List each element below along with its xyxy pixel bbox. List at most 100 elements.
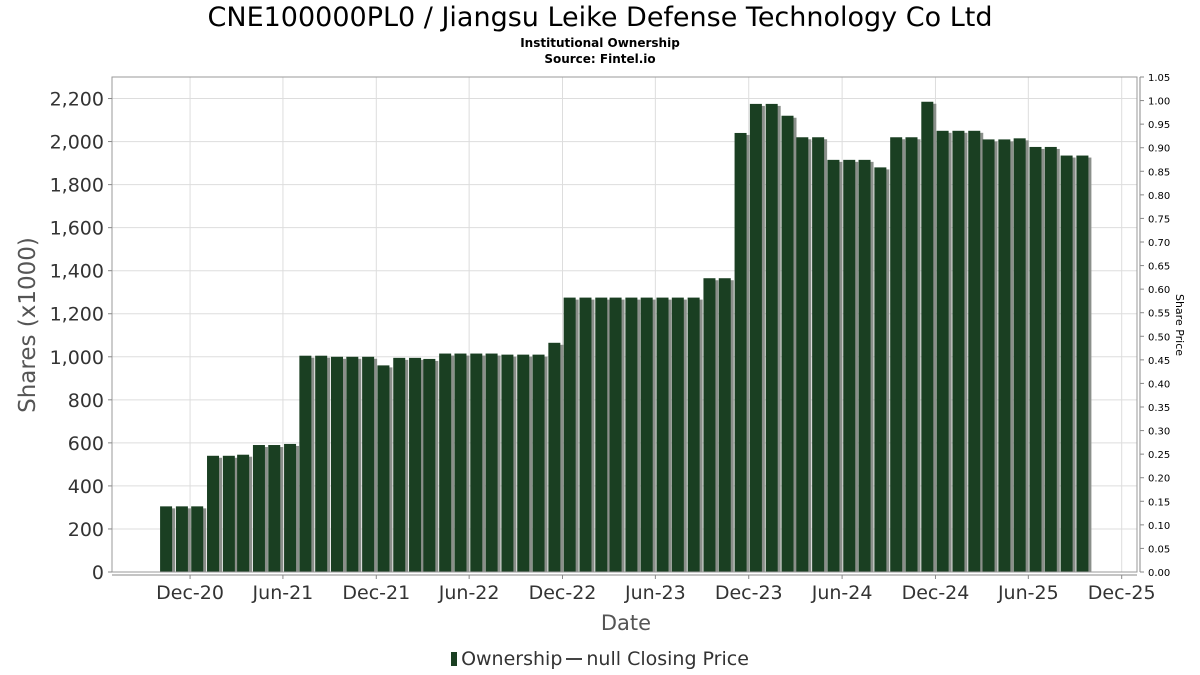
bar xyxy=(175,506,188,572)
y-tick-label: 800 xyxy=(68,390,104,412)
y2-tick-label: 0.15 xyxy=(1148,497,1170,508)
y2-tick-label: 0.75 xyxy=(1148,214,1170,225)
bar xyxy=(890,137,903,572)
bar xyxy=(222,455,235,572)
bar xyxy=(656,297,669,572)
x-tick-label: Jun-23 xyxy=(624,582,686,604)
bar xyxy=(640,297,653,572)
axes: 0 200 400 600 800 1,000 1,200 1,400 1,600 1,800 2,… xyxy=(50,73,1171,604)
legend-closing-price: null Closing Price xyxy=(586,648,749,670)
x-tick-label: Jun-21 xyxy=(252,582,314,604)
bar xyxy=(331,356,343,572)
y2-tick-label: 0.90 xyxy=(1148,144,1170,155)
bar xyxy=(454,353,467,572)
bar xyxy=(191,506,204,572)
bar xyxy=(377,365,390,572)
y-tick-label: 1,400 xyxy=(50,261,104,283)
bar xyxy=(749,103,762,573)
y2-tick-label: 1.05 xyxy=(1148,73,1170,84)
bar xyxy=(485,353,498,572)
legend-ownership: Ownership xyxy=(461,648,563,670)
ownership-legend-swatch xyxy=(451,652,458,666)
x-tick-label: Jun-22 xyxy=(438,582,500,604)
bar xyxy=(968,130,981,572)
y2-tick-label: 0.45 xyxy=(1148,356,1170,367)
x-tick-label: Dec-25 xyxy=(1088,582,1156,604)
bar xyxy=(237,454,250,572)
bar xyxy=(409,357,422,572)
y2-tick-label: 0.05 xyxy=(1148,544,1170,555)
y-tick-label: 0 xyxy=(92,562,104,584)
bar xyxy=(1076,155,1089,572)
x-tick-label: Dec-21 xyxy=(342,582,410,604)
y2-tick-label: 0.30 xyxy=(1148,427,1170,438)
bar xyxy=(796,137,809,572)
bar xyxy=(952,130,965,572)
bar xyxy=(299,355,312,572)
bar xyxy=(423,358,436,572)
y2-axis-label: Share Price xyxy=(1173,294,1186,356)
bar xyxy=(609,297,622,572)
x-tick-label: Jun-24 xyxy=(811,582,873,604)
y2-tick-label: 1.00 xyxy=(1148,97,1170,108)
bar xyxy=(921,101,934,572)
x-axis-label: Date xyxy=(601,611,651,635)
bar xyxy=(517,354,530,572)
bar xyxy=(160,506,173,572)
x-tick-label: Dec-24 xyxy=(902,582,970,604)
bar xyxy=(936,130,949,572)
bar xyxy=(998,139,1011,573)
bar xyxy=(579,297,592,572)
bar xyxy=(703,278,716,572)
y2-tick-label: 0.25 xyxy=(1148,450,1170,461)
y2-tick-label: 0.10 xyxy=(1148,521,1170,532)
bars xyxy=(160,101,1092,573)
bar xyxy=(595,297,608,572)
y-tick-label: 200 xyxy=(68,519,104,541)
bar xyxy=(625,297,638,572)
y2-tick-label: 0.40 xyxy=(1148,379,1170,390)
bar xyxy=(982,139,995,573)
bar xyxy=(315,355,328,572)
bar xyxy=(671,297,684,572)
y-axis-label: Shares (x1000) xyxy=(15,237,41,413)
bar xyxy=(827,159,840,572)
y2-tick-label: 0.35 xyxy=(1148,403,1170,414)
y-tick-label: 2,000 xyxy=(50,132,104,154)
bar xyxy=(501,354,514,572)
bar xyxy=(346,356,359,572)
bar xyxy=(1029,146,1042,572)
bar xyxy=(812,137,825,572)
legend: Ownership null Closing Price xyxy=(0,648,1200,670)
bar xyxy=(268,445,281,572)
bar xyxy=(284,443,297,572)
bar xyxy=(1044,146,1057,572)
bar xyxy=(393,357,406,572)
x-tick-label: Dec-22 xyxy=(529,582,597,604)
y-tick-label: 400 xyxy=(68,476,104,498)
y2-tick-label: 0.85 xyxy=(1148,167,1170,178)
y2-tick-label: 0.00 xyxy=(1148,568,1170,579)
x-tick-label: Jun-25 xyxy=(997,582,1059,604)
chart-subtitle: Institutional Ownership xyxy=(520,36,680,50)
x-tick-label: Dec-23 xyxy=(715,582,783,604)
bar xyxy=(532,354,545,572)
bar xyxy=(548,342,561,572)
bar xyxy=(718,278,731,572)
chart-title: CNE100000PL0 / Jiangsu Leike Defense Tec… xyxy=(207,2,993,33)
bar xyxy=(439,353,452,572)
y-tick-label: 1,200 xyxy=(50,304,104,326)
bar xyxy=(781,115,794,572)
bar xyxy=(843,159,856,572)
bar xyxy=(362,356,375,572)
bar xyxy=(874,167,887,573)
y2-tick-label: 0.50 xyxy=(1148,332,1170,343)
bar xyxy=(470,353,483,572)
bar xyxy=(563,297,576,572)
y2-tick-label: 0.60 xyxy=(1148,285,1170,296)
closing-price-legend-line xyxy=(566,658,583,660)
bar xyxy=(1013,138,1026,572)
y2-tick-label: 0.95 xyxy=(1148,120,1170,131)
y-tick-label: 1,000 xyxy=(50,347,104,369)
y2-tick-label: 0.55 xyxy=(1148,309,1170,320)
